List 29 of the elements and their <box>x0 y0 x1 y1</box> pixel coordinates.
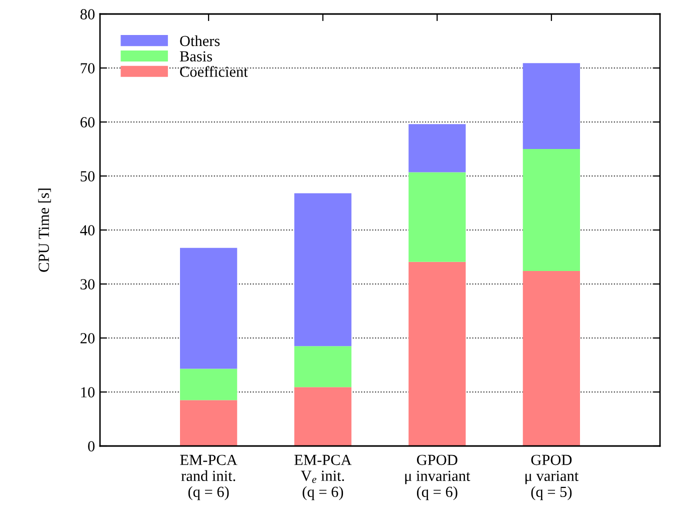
y-tick-label: 0 <box>88 441 95 452</box>
y-tick-label: 80 <box>80 9 95 20</box>
y-tick-label: 60 <box>80 117 95 128</box>
x-tick-label: EM-PCA rand init. (q = 6) <box>180 454 238 500</box>
bar <box>180 400 238 446</box>
y-tick-label: 50 <box>80 171 95 182</box>
bar <box>408 124 466 172</box>
bar <box>522 149 580 272</box>
legend-label: Basis <box>180 51 212 62</box>
y-axis-title: CPU Time [s] <box>38 188 51 272</box>
bar <box>180 248 238 369</box>
bar <box>294 387 352 446</box>
y-tick-label: 20 <box>80 333 95 344</box>
bar <box>408 172 466 262</box>
legend-label: Others <box>180 35 220 46</box>
y-tick-label: 70 <box>80 63 95 74</box>
legend-label: Coefficient <box>180 66 248 77</box>
bar <box>294 346 352 388</box>
bar <box>180 368 238 400</box>
y-tick-label: 40 <box>80 225 95 236</box>
bar <box>408 262 466 446</box>
bar <box>522 63 580 149</box>
x-tick-label: GPOD μ invariant (q = 6) <box>405 454 470 500</box>
y-tick-label: 30 <box>80 279 95 290</box>
x-tick-label: EM-PCA V$_{e}$ init. (q = 6) <box>294 454 352 500</box>
x-tick-label: GPOD μ variant (q = 5) <box>525 454 579 500</box>
y-tick-label: 10 <box>81 387 95 398</box>
bar <box>294 193 352 346</box>
bar <box>522 271 580 446</box>
